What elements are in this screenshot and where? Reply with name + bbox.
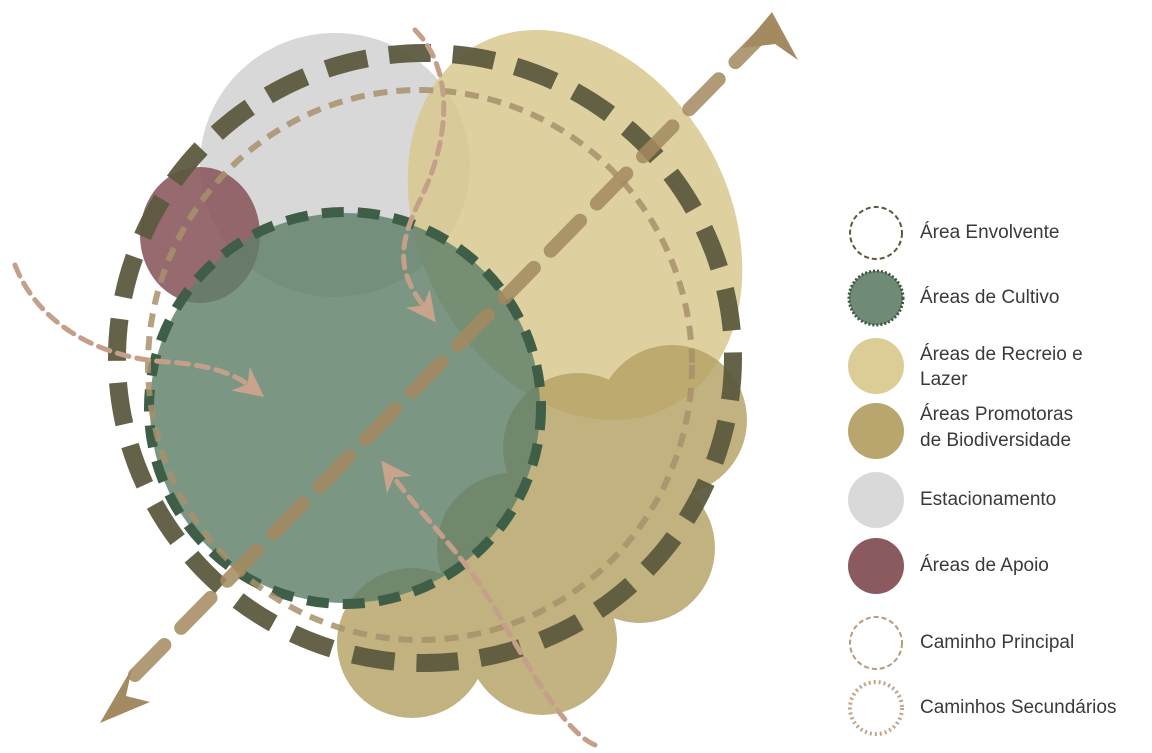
legend-label-estacionamento: Estacionamento	[920, 489, 1057, 510]
legend-label-cultivo: Áreas de Cultivo	[920, 287, 1060, 308]
caminhos-secundarios	[12, 27, 598, 748]
arrow-head-ne	[742, 12, 798, 60]
area-envolvente-ring	[108, 44, 742, 672]
legend-symbol-principal	[849, 616, 903, 670]
legend-label-biodiversidade-line2: de Biodiversidade	[920, 430, 1072, 451]
legend-symbol-apoio	[848, 538, 904, 594]
legend	[847, 206, 905, 736]
arrow-head-sw	[100, 668, 150, 723]
legend-symbol-estacionamento	[848, 472, 904, 528]
caminho-principal-ring	[145, 87, 695, 643]
cultivo-area	[150, 213, 540, 603]
legend-label-secundarios: Caminhos Secundários	[920, 697, 1117, 718]
legend-symbol-envolvente	[849, 206, 903, 260]
legend-label-principal: Caminho Principal	[920, 632, 1075, 653]
legend-label-biodiversidade-line1: Áreas Promotoras	[920, 404, 1074, 425]
legend-symbol-recreio	[848, 338, 904, 394]
legend-label-recreio-line2: Lazer	[920, 369, 968, 390]
legend-symbol-secundarios	[848, 680, 904, 736]
eixo-principal	[128, 28, 769, 682]
legend-label-envolvente: Área Envolvente	[920, 222, 1060, 243]
legend-label-recreio-line1: Áreas de Recreio e	[920, 344, 1083, 365]
legend-symbol-biodiversidade	[848, 403, 904, 459]
legend-symbol-cultivo	[847, 269, 905, 327]
biodiversidade-areas	[337, 345, 747, 718]
legend-label-apoio: Áreas de Apoio	[920, 555, 1049, 576]
